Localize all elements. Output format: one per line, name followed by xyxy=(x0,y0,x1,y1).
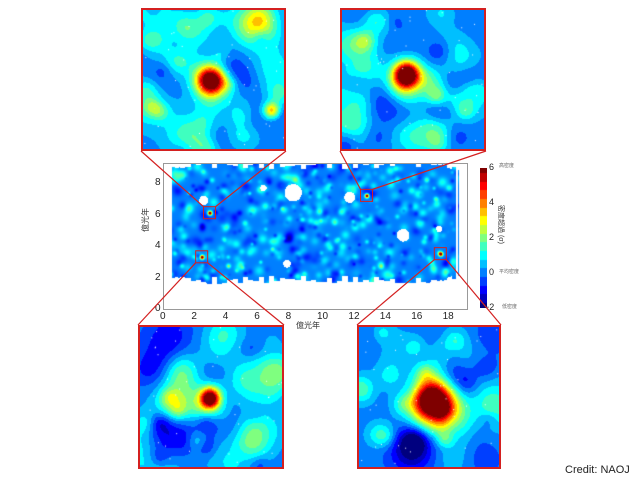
x-axis-label: 億光年 xyxy=(296,321,320,330)
colorbar-note-mean: 平均密度 xyxy=(499,269,520,275)
colorbar-note-high: 高密度 xyxy=(499,163,515,169)
y-tick-label: 6 xyxy=(155,208,161,220)
highlight-box xyxy=(203,206,217,220)
colorbar-tick-label: 0 xyxy=(489,267,495,277)
inset-map xyxy=(140,327,282,467)
connector-line xyxy=(137,262,197,326)
x-tick-label: 14 xyxy=(379,311,391,322)
x-tick-label: 10 xyxy=(317,311,329,322)
x-tick-label: 6 xyxy=(254,311,260,322)
x-tick-label: 8 xyxy=(285,311,292,322)
highlight-box xyxy=(195,250,209,264)
density-map xyxy=(164,164,467,309)
inset-map xyxy=(342,10,484,149)
connector-line xyxy=(207,262,285,326)
colorbar-tick-label: −2 xyxy=(484,302,495,312)
y-tick-label: 4 xyxy=(155,240,161,251)
connector-line xyxy=(445,259,502,326)
connector-line xyxy=(356,259,435,326)
connector-line xyxy=(339,150,362,190)
colorbar-note-low: 低密度 xyxy=(502,304,518,310)
colorbar-tick-label: 6 xyxy=(489,162,495,172)
x-tick-label: 18 xyxy=(442,311,454,322)
y-tick-label: 8 xyxy=(155,177,161,188)
connector-line xyxy=(215,150,287,208)
x-tick-label: 16 xyxy=(411,311,423,322)
highlight-box xyxy=(433,247,447,261)
inset-top-right xyxy=(340,8,486,151)
inset-map xyxy=(359,327,499,467)
y-tick-label: 2 xyxy=(155,271,161,283)
inset-top-left xyxy=(141,8,286,151)
credit-text: Credit: NAOJ xyxy=(565,464,630,476)
x-tick-label: 12 xyxy=(348,311,360,322)
inset-bottom-left xyxy=(138,325,284,469)
connector-line xyxy=(372,150,487,190)
connector-line xyxy=(140,150,204,208)
inset-bottom-right xyxy=(357,325,501,469)
density-map-plot xyxy=(163,163,468,310)
colorbar xyxy=(480,168,487,308)
colorbar-tick-label: 2 xyxy=(489,232,495,242)
inset-map xyxy=(143,10,284,149)
x-tick-label: 0 xyxy=(160,311,166,322)
colorbar-tick-label: 4 xyxy=(489,197,495,207)
x-tick-label: 4 xyxy=(222,311,229,322)
x-tick-label: 2 xyxy=(191,311,197,322)
y-tick-label: 0 xyxy=(155,303,161,314)
highlight-box xyxy=(360,188,374,202)
